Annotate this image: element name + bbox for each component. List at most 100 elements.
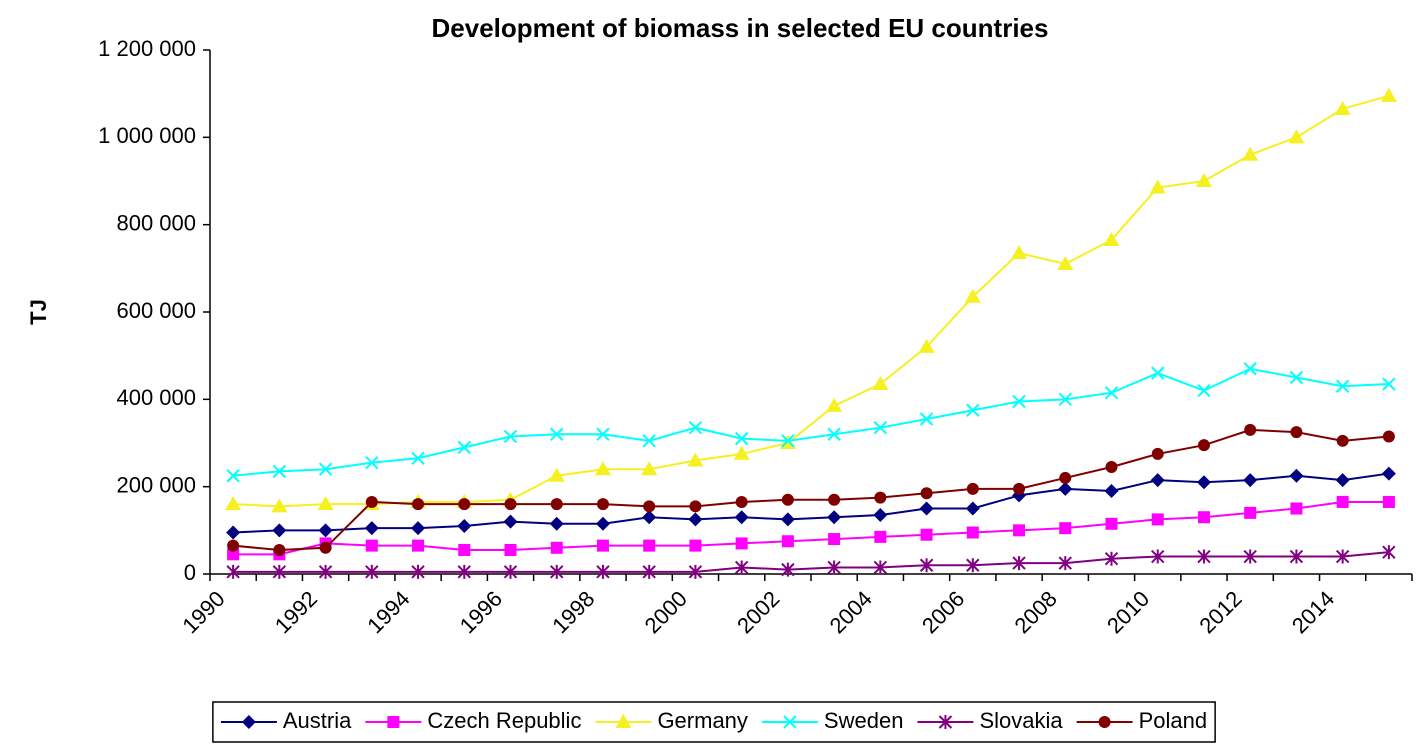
- legend-label: Germany: [657, 708, 747, 733]
- x-tick-label: 1992: [270, 586, 322, 638]
- x-tick-label: 1994: [362, 586, 414, 638]
- marker: [595, 516, 610, 531]
- marker: [1336, 434, 1349, 447]
- marker: [1103, 231, 1120, 246]
- marker: [1013, 524, 1026, 537]
- marker: [1290, 502, 1303, 515]
- marker: [411, 564, 425, 579]
- marker: [1243, 362, 1257, 376]
- marker: [365, 455, 379, 470]
- marker: [938, 715, 953, 729]
- marker: [781, 562, 795, 577]
- marker: [387, 716, 400, 728]
- legend-item: Germany: [595, 708, 748, 733]
- marker: [1335, 549, 1350, 564]
- marker: [1335, 379, 1350, 393]
- marker: [458, 543, 471, 556]
- marker: [688, 512, 703, 527]
- marker: [458, 498, 471, 511]
- marker: [550, 498, 563, 511]
- legend-label: Austria: [283, 708, 352, 733]
- marker: [688, 421, 703, 435]
- marker: [734, 510, 749, 525]
- marker: [594, 461, 611, 476]
- marker: [873, 421, 888, 435]
- marker: [733, 445, 750, 460]
- x-tick-label: 2008: [1010, 586, 1062, 638]
- marker: [919, 558, 934, 573]
- marker: [919, 412, 934, 426]
- marker: [1382, 377, 1396, 391]
- marker: [1289, 370, 1304, 385]
- marker: [1059, 522, 1072, 535]
- marker: [411, 451, 425, 465]
- marker: [781, 493, 794, 506]
- marker: [966, 403, 980, 417]
- marker: [734, 560, 749, 575]
- marker: [873, 560, 888, 575]
- legend-item: Slovakia: [917, 708, 1063, 733]
- legend-item: Sweden: [761, 708, 904, 733]
- marker: [457, 518, 472, 533]
- marker: [827, 510, 842, 525]
- marker: [318, 523, 333, 538]
- x-tick-label: 2014: [1287, 586, 1339, 638]
- marker: [1197, 439, 1210, 452]
- marker: [596, 564, 610, 579]
- marker: [966, 558, 980, 573]
- marker: [643, 539, 656, 552]
- marker: [241, 715, 256, 729]
- y-tick-label: 1 000 000: [98, 123, 196, 148]
- marker: [1289, 468, 1304, 483]
- legend-label: Sweden: [824, 708, 904, 733]
- marker: [457, 564, 471, 579]
- marker: [272, 523, 287, 538]
- legend-label: Poland: [1139, 708, 1208, 733]
- marker: [1290, 426, 1303, 439]
- marker: [503, 564, 518, 579]
- marker: [827, 427, 841, 441]
- marker: [225, 496, 242, 511]
- marker: [920, 528, 933, 541]
- marker: [642, 564, 656, 579]
- marker: [1242, 146, 1259, 161]
- marker: [412, 498, 425, 511]
- marker: [596, 539, 609, 552]
- marker: [781, 535, 794, 548]
- marker: [642, 510, 657, 525]
- series-line: [233, 94, 1390, 508]
- marker: [641, 461, 658, 476]
- marker: [643, 500, 656, 513]
- marker: [549, 516, 564, 531]
- marker: [873, 508, 888, 523]
- legend-item: Poland: [1076, 708, 1208, 733]
- x-tick-label: 2004: [825, 586, 877, 638]
- marker: [1104, 386, 1119, 400]
- marker: [1057, 255, 1074, 270]
- marker: [1151, 513, 1164, 526]
- marker: [1381, 466, 1396, 481]
- chart-title: Development of biomass in selected EU co…: [432, 13, 1049, 43]
- marker: [1058, 556, 1072, 571]
- marker: [226, 525, 241, 540]
- marker: [1334, 100, 1351, 115]
- marker: [227, 539, 240, 552]
- marker: [1013, 482, 1026, 495]
- marker: [364, 521, 379, 536]
- legend: Austria Czech Republic Germany Sweden Slovak…: [212, 701, 1216, 743]
- marker: [1197, 549, 1211, 564]
- marker: [1382, 545, 1396, 560]
- marker: [826, 397, 843, 412]
- marker: [226, 469, 240, 483]
- marker: [1243, 473, 1258, 488]
- marker: [1011, 245, 1028, 260]
- series-line: [233, 367, 1389, 477]
- marker: [734, 431, 749, 446]
- series-line: [233, 551, 1389, 573]
- marker: [1059, 471, 1072, 484]
- marker: [920, 487, 933, 500]
- marker: [872, 376, 889, 391]
- x-tick-label: 2002: [732, 586, 784, 638]
- marker: [319, 541, 332, 554]
